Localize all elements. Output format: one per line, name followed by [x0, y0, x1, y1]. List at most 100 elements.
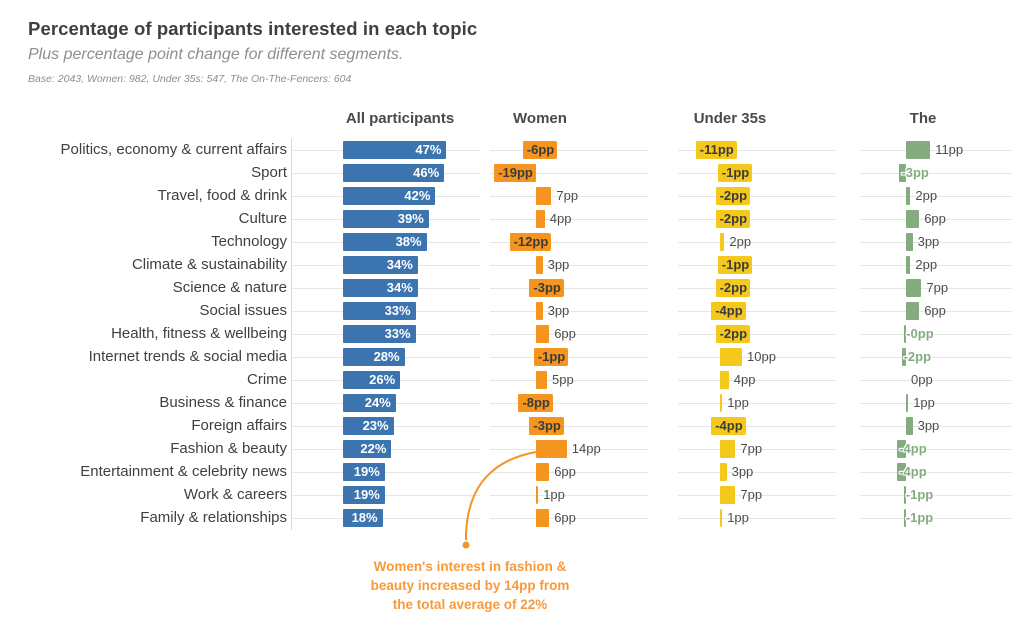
page-subtitle: Plus percentage point change for differe…	[28, 46, 404, 63]
bar-all-participants	[343, 486, 385, 504]
bar-fencers	[906, 210, 920, 228]
bar-value-label: 2pp	[729, 234, 752, 249]
annotation-line-2: beauty increased by 14pp from	[370, 578, 570, 593]
category-label: Work & careers	[183, 486, 287, 503]
bar-value-label: 18%	[351, 510, 378, 525]
row-grid-line	[291, 472, 480, 473]
bar-all-participants	[343, 141, 447, 159]
bar-women	[536, 256, 543, 274]
bar-value-label: 6pp	[554, 464, 576, 479]
row-grid-line	[860, 288, 1012, 289]
row-grid-line	[678, 403, 836, 404]
category-label: Family & relationships	[140, 509, 287, 526]
bar-value-label: 28%	[373, 349, 400, 364]
row-grid-line	[860, 403, 1012, 404]
bar-all-participants	[343, 187, 436, 205]
bar-under35	[720, 233, 725, 251]
bar-value-label: -4pp	[712, 302, 746, 320]
row-grid-line	[490, 380, 648, 381]
bar-all-participants	[343, 371, 401, 389]
row-grid-line	[860, 196, 1012, 197]
column-header-under-35s: Under 35s	[693, 110, 767, 127]
row-grid-line	[678, 219, 836, 220]
bar-fencers	[906, 187, 911, 205]
bar-women	[536, 440, 567, 458]
bar-women	[536, 486, 539, 504]
column-header-the-on-the-fencers: The	[909, 110, 937, 127]
bar-value-label: 19%	[353, 464, 380, 479]
row-grid-line	[860, 472, 1012, 473]
bar-value-label: 19%	[353, 487, 380, 502]
bar-value-label: 39%	[397, 211, 424, 226]
bar-value-label: 7pp	[740, 441, 763, 456]
bar-women	[536, 325, 550, 343]
bar-fencers	[906, 302, 920, 320]
row-grid-line	[678, 472, 836, 473]
row-grid-line	[490, 518, 648, 519]
bar-fencers	[906, 141, 931, 159]
category-label: Crime	[247, 371, 287, 388]
bar-all-participants	[343, 164, 445, 182]
bar-under35	[720, 486, 736, 504]
bar-value-label: -11pp	[696, 141, 737, 159]
bar-value-label: -2pp	[716, 279, 751, 297]
row-grid-line	[678, 449, 836, 450]
bar-value-label: 1pp	[913, 395, 935, 410]
bar-under35	[720, 371, 729, 389]
bar-all-participants	[343, 233, 427, 251]
bar-value-label: -2pp	[716, 187, 751, 205]
bar-value-label: 47%	[415, 142, 442, 157]
bar-value-label: 2pp	[915, 188, 938, 203]
row-grid-line	[860, 219, 1012, 220]
bar-value-label: 26%	[369, 372, 396, 387]
row-grid-line	[678, 380, 836, 381]
bar-value-label: 3pp	[547, 303, 570, 318]
bar-value-label: -1pp	[718, 256, 753, 274]
bar-value-label: 33%	[384, 326, 411, 341]
bar-value-label: 4pp	[549, 211, 572, 226]
row-grid-line	[678, 334, 836, 335]
bar-value-label: -8pp	[519, 394, 553, 412]
bar-value-label: 1pp	[727, 510, 749, 525]
annotation-endpoint-dot	[462, 541, 470, 549]
bar-under35	[720, 348, 742, 366]
row-grid-line	[490, 196, 648, 197]
category-label: Business & finance	[159, 394, 287, 411]
bar-value-label: -0pp	[906, 326, 934, 341]
bar-value-label: 4pp	[733, 372, 756, 387]
row-grid-line	[291, 518, 480, 519]
row-grid-line	[490, 472, 648, 473]
bar-fencers	[901, 348, 906, 366]
bar-all-participants	[343, 509, 383, 527]
bar-all-participants	[343, 302, 416, 320]
bar-value-label: 1pp	[543, 487, 565, 502]
bar-value-label: 23%	[362, 418, 389, 433]
row-grid-line	[490, 495, 648, 496]
bar-women	[536, 187, 552, 205]
bar-value-label: 3pp	[917, 234, 940, 249]
page-title: Percentage of participants interested in…	[28, 18, 478, 39]
row-grid-line	[678, 518, 836, 519]
bar-women	[536, 371, 547, 389]
row-grid-line	[860, 242, 1012, 243]
row-grid-line	[860, 311, 1012, 312]
bar-value-label: -19pp	[495, 164, 536, 182]
category-label: Culture	[238, 210, 287, 227]
bar-fencers	[904, 325, 906, 343]
row-grid-line	[678, 311, 836, 312]
bar-value-label: 3pp	[547, 257, 570, 272]
bar-value-label: -1pp	[905, 510, 934, 525]
bar-women	[536, 463, 550, 481]
bar-all-participants	[343, 279, 418, 297]
bar-fencers	[906, 417, 913, 435]
bar-fencers	[906, 394, 909, 412]
bar-value-label: -4pp	[899, 441, 927, 456]
row-grid-line	[678, 242, 836, 243]
row-grid-line	[678, 265, 836, 266]
bar-value-label: 46%	[413, 165, 440, 180]
bar-value-label: 2pp	[915, 257, 938, 272]
category-label: Politics, economy & current affairs	[60, 141, 287, 158]
annotation-line-3: the total average of 22%	[392, 597, 548, 612]
bar-value-label: 6pp	[924, 211, 946, 226]
row-grid-line	[490, 334, 648, 335]
